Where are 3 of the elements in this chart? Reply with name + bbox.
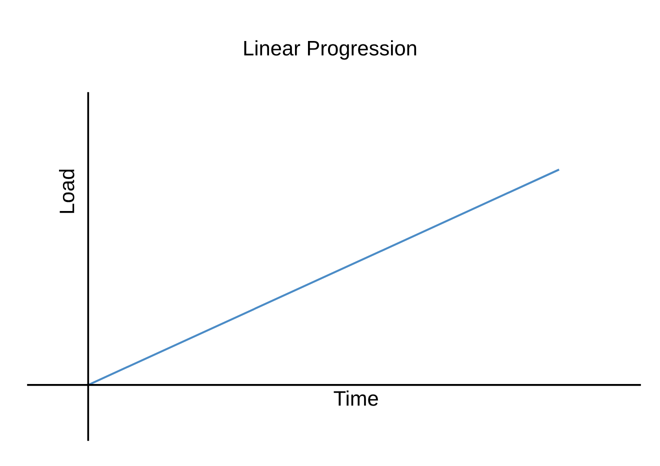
y-axis-title: Load — [59, 170, 74, 213]
x-axis-title: Time — [334, 390, 378, 406]
chart-title: Linear Progression — [244, 40, 416, 60]
